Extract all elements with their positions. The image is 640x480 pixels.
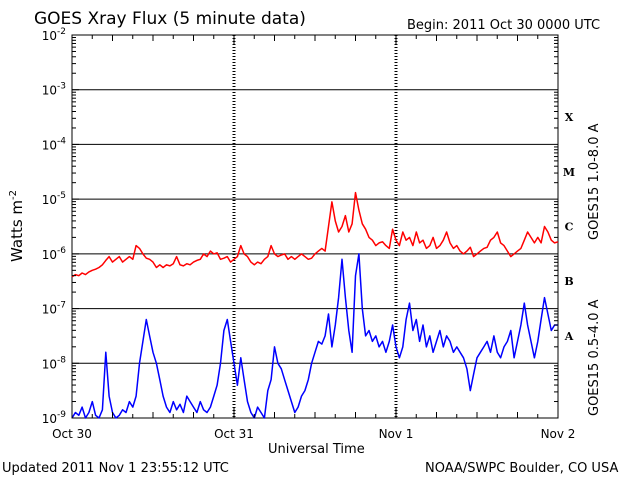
y-tick-label: 10-6 — [42, 246, 67, 262]
y-tick-label: 10-4 — [42, 136, 67, 152]
y-tick-exponent: -6 — [57, 246, 66, 256]
series-line-0 — [71, 191, 559, 278]
chart-title: GOES Xray Flux (5 minute data) — [34, 9, 306, 29]
y-tick-base: 10 — [42, 248, 57, 262]
y-tick-exponent: -5 — [57, 191, 66, 201]
legend-series-long: GOES15 1.0-8.0 A — [587, 123, 602, 240]
y-tick-label: 10-3 — [42, 82, 66, 98]
flare-class-M: M — [563, 166, 575, 179]
y-tick-exponent: -3 — [57, 82, 66, 92]
grid — [72, 35, 558, 418]
y-tick-exponent: -2 — [57, 27, 66, 37]
y-tick-exponent: -9 — [57, 410, 66, 420]
y-tick-base: 10 — [42, 412, 57, 426]
legend-series-short: GOES15 0.5-4.0 A — [587, 299, 602, 416]
begin-date: Begin: 2011 Oct 30 0000 UTC — [407, 18, 600, 33]
flare-class-X: X — [565, 111, 574, 124]
flare-class-A: A — [564, 330, 574, 343]
y-tick-exponent: -7 — [57, 301, 66, 311]
x-axis: Oct 30 Oct 31 Nov 1 Nov 2 — [52, 35, 575, 441]
y-axis-label: Watts m-2 — [8, 190, 26, 262]
flare-class-labels: X M C B A — [563, 111, 575, 343]
updated-timestamp: Updated 2011 Nov 1 23:55:12 UTC — [2, 461, 229, 476]
y-tick-label: 10-8 — [42, 355, 67, 371]
y-tick-base: 10 — [42, 357, 57, 371]
y-tick-label: 10-2 — [42, 27, 66, 43]
x-axis-label: Universal Time — [268, 442, 365, 457]
y-tick-exponent: -8 — [57, 355, 66, 365]
y-tick-label: 10-7 — [42, 301, 66, 317]
y-tick-base: 10 — [42, 193, 57, 207]
credit-text: NOAA/SWPC Boulder, CO USA — [425, 461, 618, 476]
x-tick-label: Nov 2 — [541, 427, 576, 441]
x-tick-label: Nov 1 — [379, 427, 414, 441]
y-tick-base: 10 — [42, 303, 57, 317]
y-tick-base: 10 — [42, 29, 57, 43]
y-axis-label-text: Watts m — [8, 200, 26, 262]
y-axis: 10-910-810-710-610-510-410-310-2 — [42, 27, 558, 426]
y-axis-label-exponent: -2 — [8, 190, 19, 200]
y-tick-label: 10-9 — [42, 410, 67, 426]
y-tick-exponent: -4 — [57, 136, 66, 146]
x-tick-label: Oct 30 — [52, 427, 92, 441]
series-line-1 — [71, 253, 558, 419]
y-tick-label: 10-5 — [42, 191, 66, 207]
flare-class-C: C — [565, 221, 574, 234]
plot-area — [71, 34, 559, 419]
x-tick-label: Oct 31 — [214, 427, 254, 441]
flare-class-B: B — [564, 275, 573, 288]
series-layer — [71, 191, 559, 419]
y-tick-base: 10 — [42, 138, 57, 152]
y-tick-base: 10 — [42, 84, 57, 98]
